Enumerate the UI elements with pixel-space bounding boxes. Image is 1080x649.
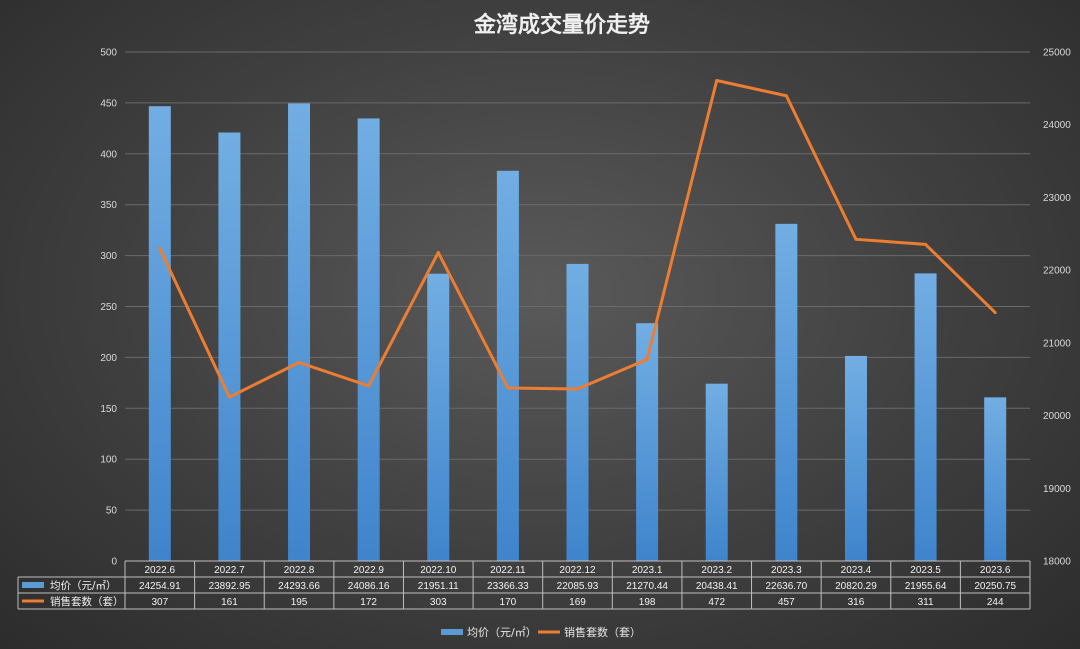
bar [357, 118, 380, 562]
table-cell: 307 [151, 597, 168, 608]
table-cell: 169 [569, 597, 586, 608]
line-point [367, 384, 371, 388]
table-cell: 20250.75 [974, 581, 1016, 592]
data-table: 2022.6 2022.7 2022.8 2022.9 2022.10 2022.11 20… [17, 560, 1031, 610]
bar [218, 132, 241, 561]
table-cell: 472 [708, 597, 725, 608]
left-axis: 0 50 100 150 200 250 300 350 400 450 500 [100, 48, 117, 568]
left-tick-label: 200 [100, 353, 117, 364]
left-tick-label: 300 [100, 251, 117, 262]
x-tick-label: 2023.5 [910, 565, 941, 576]
legend-label: 均价（元/㎡） [467, 626, 537, 639]
legend: 均价（元/㎡） 销售套数（套） [441, 625, 641, 639]
table-cell: 21270.44 [626, 581, 668, 592]
bar [775, 223, 798, 561]
table-cell: 20438.41 [696, 581, 738, 592]
line-point [506, 386, 510, 390]
bar [566, 263, 589, 561]
table-cell: 316 [848, 597, 865, 608]
left-tick-label: 50 [106, 506, 118, 517]
x-tick-label: 2022.8 [284, 565, 315, 576]
table-cell: 23892.95 [209, 581, 251, 592]
legend-key-bar [441, 629, 463, 635]
table-cell: 23366.33 [487, 581, 529, 592]
line-point [993, 311, 997, 315]
table-cell: 172 [360, 597, 377, 608]
bar [705, 383, 728, 561]
table-cell: 21951.11 [418, 581, 459, 592]
chart-title: 金湾成交量价走势 [473, 12, 650, 38]
x-tick-label: 2022.11 [490, 565, 526, 576]
bar [496, 170, 519, 562]
line-point [158, 246, 162, 250]
right-tick-label: 21000 [1043, 338, 1071, 349]
x-tick-label: 2022.9 [353, 565, 384, 576]
right-tick-label: 23000 [1043, 193, 1071, 204]
line-point [854, 237, 858, 241]
table-cell: 22636.70 [765, 581, 807, 592]
table-cell: 170 [500, 597, 517, 608]
x-tick-label: 2022.7 [214, 565, 245, 576]
bar [427, 273, 450, 561]
left-tick-label: 250 [100, 302, 117, 313]
x-tick-label: 2022.6 [145, 565, 176, 576]
left-tick-label: 400 [100, 149, 117, 160]
left-tick-label: 100 [100, 455, 117, 466]
table-cell: 22085.93 [557, 581, 599, 592]
table-cell: 21955.64 [905, 581, 947, 592]
table-cell: 24293.66 [278, 581, 320, 592]
x-tick-label: 2023.2 [701, 565, 732, 576]
line-point [227, 395, 231, 399]
left-tick-label: 500 [100, 48, 117, 59]
line-point [784, 94, 788, 98]
right-tick-label: 22000 [1043, 266, 1071, 277]
bar-series [148, 103, 1007, 562]
right-tick-label: 24000 [1043, 120, 1071, 131]
bar [288, 103, 311, 561]
line-point [645, 357, 649, 361]
x-tick-label: 2022.10 [420, 565, 457, 576]
right-tick-label: 19000 [1043, 484, 1071, 495]
line-point [715, 79, 719, 83]
left-tick-label: 0 [111, 557, 117, 568]
bar [636, 323, 659, 561]
table-cell: 195 [291, 597, 308, 608]
line-point [436, 251, 440, 255]
left-tick-label: 150 [100, 404, 117, 415]
bar [914, 273, 937, 561]
line-point [297, 360, 301, 364]
left-tick-label: 450 [100, 98, 117, 109]
table-row-label: 均价（元/㎡） [50, 580, 117, 592]
line-point [576, 387, 579, 391]
table-cell: 198 [639, 597, 656, 608]
bar [844, 355, 867, 561]
table-cell: 244 [987, 597, 1004, 608]
line-series [158, 79, 997, 399]
line-point [924, 242, 928, 246]
table-cell: 20820.29 [835, 581, 877, 592]
x-tick-label: 2023.4 [841, 565, 872, 576]
table-cell: 24254.91 [139, 581, 181, 592]
bar [984, 397, 1007, 561]
left-tick-label: 350 [100, 200, 117, 211]
x-tick-label: 2022.12 [559, 565, 596, 576]
table-cell: 24086.16 [348, 581, 390, 592]
right-tick-label: 18000 [1043, 557, 1071, 568]
x-tick-label: 2023.6 [980, 565, 1011, 576]
table-row-label: 销售套数（套） [50, 595, 124, 608]
table-cell: 457 [778, 597, 795, 608]
table-cell: 161 [221, 597, 238, 608]
right-axis: 18000 19000 20000 21000 22000 23000 24000 25000 [1043, 48, 1071, 568]
x-tick-label: 2023.1 [632, 565, 663, 576]
bar [148, 106, 171, 562]
table-key-bar [22, 582, 44, 588]
table-cell: 303 [430, 597, 447, 608]
right-tick-label: 25000 [1043, 48, 1071, 59]
table-cell: 311 [918, 597, 934, 608]
legend-label: 销售套数（套） [564, 625, 641, 639]
right-tick-label: 20000 [1043, 411, 1071, 422]
x-tick-label: 2023.3 [771, 565, 802, 576]
